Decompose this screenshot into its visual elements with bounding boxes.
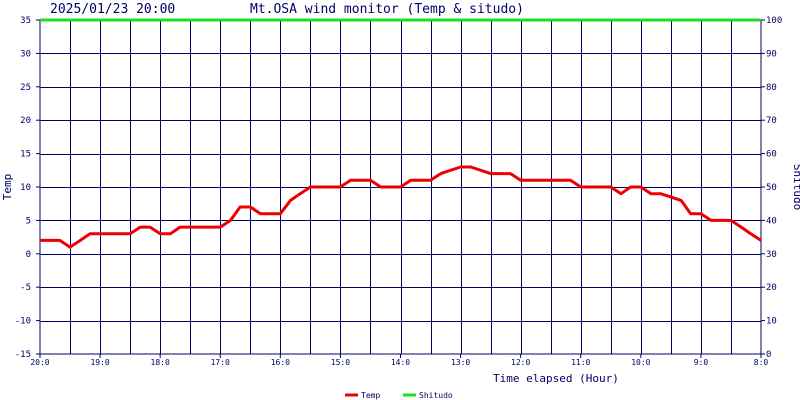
left-axis-ticks: 35 30 25 20 15 10 5 0 -5 -10 -15 [15,16,40,360]
x-axis-ticks: 20:0 19:0 18:0 17:0 16:0 15:0 14:0 13:0 12:0 11:0… [30,354,768,367]
series-layer [40,18,762,249]
y2-tick-label: 40 [766,216,777,226]
y2-tick-label: 100 [766,16,782,26]
y-tick-label: 20 [20,116,31,126]
x-tick-label: 18:0 [151,358,170,367]
y-tick-label: 0 [26,250,31,260]
y2-tick-label: 90 [766,49,777,59]
datetime-label: 2025/01/23 20:00 [50,2,175,17]
x-tick-label: 16:0 [271,358,290,367]
y-tick-label: -15 [15,350,31,360]
y-tick-label: 5 [26,216,31,226]
y2-tick-label: 30 [766,250,777,260]
y-tick-label: 30 [20,49,31,59]
x-tick-label: 9:0 [694,358,709,367]
x-tick-label: 17:0 [211,358,230,367]
y2-axis-label: Shitudo [791,164,800,210]
x-tick-label: 19:0 [90,358,109,367]
y2-tick-label: 0 [766,350,771,360]
legend-label: Shitudo [419,391,453,400]
y-tick-label: -5 [20,283,31,293]
y2-tick-label: 80 [766,83,777,93]
x-tick-label: 8:0 [754,358,769,367]
y2-tick-label: 50 [766,183,777,193]
legend: Temp Shitudo [345,391,453,400]
chart-title: Mt.OSA wind monitor (Temp & situdo) [250,2,524,17]
x-axis-label: Time elapsed (Hour) [493,372,619,385]
legend-label: Temp [361,391,380,400]
y-tick-label: 25 [20,83,31,93]
y2-tick-label: 70 [766,116,777,126]
series-line-temp [40,165,762,249]
y-tick-label: 15 [20,150,31,160]
x-tick-label: 20:0 [30,358,49,367]
x-tick-label: 14:0 [391,358,410,367]
x-tick-label: 10:0 [631,358,650,367]
y-tick-label: -10 [15,317,31,327]
y2-tick-label: 10 [766,317,777,327]
x-tick-label: 13:0 [451,358,470,367]
y-tick-label: 35 [20,16,31,26]
y-tick-label: 10 [20,183,31,193]
x-tick-label: 15:0 [331,358,350,367]
y2-tick-label: 20 [766,283,777,293]
y2-tick-label: 60 [766,150,777,160]
y-axis-label: Temp [1,174,14,201]
x-tick-label: 12:0 [511,358,530,367]
x-tick-label: 11:0 [571,358,590,367]
